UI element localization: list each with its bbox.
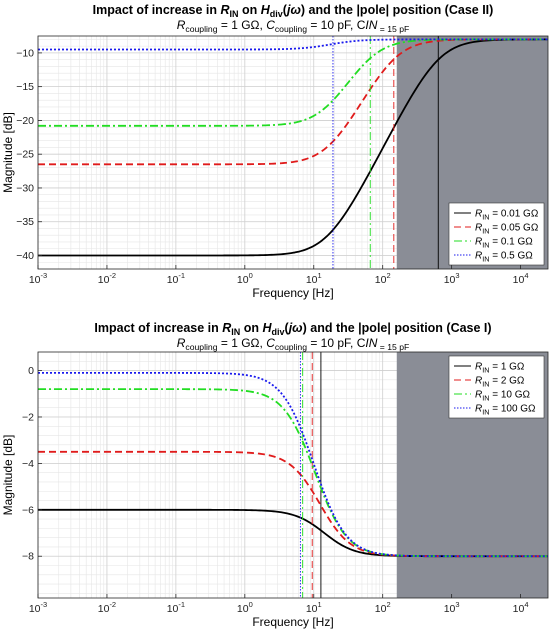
x-axis-label: Frequency [Hz] bbox=[252, 286, 333, 300]
x-tick-label: 10-1 bbox=[167, 271, 185, 286]
y-tick-label: −6 bbox=[22, 504, 34, 516]
y-tick-label: −20 bbox=[16, 115, 34, 127]
legend-label-4: RIN = 0.5 GΩ bbox=[475, 251, 533, 264]
x-tick-label: 10-1 bbox=[167, 600, 185, 615]
x-tick-label: 102 bbox=[375, 600, 391, 615]
y-tick-label: −30 bbox=[16, 182, 34, 194]
x-tick-label: 103 bbox=[444, 271, 460, 286]
chart-title: Impact of increase in RIN on Hdiv(jω) an… bbox=[93, 3, 494, 19]
x-axis-label: Frequency [Hz] bbox=[252, 615, 333, 629]
y-tick-label: −15 bbox=[16, 81, 34, 93]
x-tick-label: 10-3 bbox=[29, 271, 47, 286]
chart-title: Impact of increase in RIN on Hdiv(jω) an… bbox=[94, 321, 491, 337]
y-axis-label: Magnitude [dB] bbox=[1, 112, 15, 193]
x-tick-label: 104 bbox=[513, 271, 529, 286]
legend-label-2: RIN = 2 GΩ bbox=[475, 376, 525, 389]
x-tick-label: 100 bbox=[237, 600, 253, 615]
series-line-4 bbox=[38, 371, 548, 558]
series-line-2 bbox=[38, 450, 548, 558]
y-tick-label: −25 bbox=[16, 149, 34, 161]
series-line-1 bbox=[38, 38, 548, 257]
y-tick-label: −40 bbox=[16, 250, 34, 262]
chart-panel-2: Impact of increase in RIN on Hdiv(jω) an… bbox=[1, 321, 549, 629]
x-tick-label: 101 bbox=[306, 600, 322, 615]
chart-subtitle: Rcoupling = 1 GΩ, Ccoupling = 10 pF, CIN… bbox=[177, 18, 410, 34]
legend-label-4: RIN = 100 GΩ bbox=[475, 404, 536, 417]
axes-frame bbox=[37, 35, 549, 270]
x-tick-label: 102 bbox=[375, 271, 391, 286]
legend-label-3: RIN = 0.1 GΩ bbox=[475, 237, 533, 250]
y-tick-label: 0 bbox=[28, 365, 34, 377]
x-tick-label: 100 bbox=[237, 271, 253, 286]
y-tick-label: −10 bbox=[16, 47, 34, 59]
legend-label-3: RIN = 10 GΩ bbox=[475, 390, 530, 403]
series-line-4 bbox=[38, 38, 548, 51]
x-tick-label: 10-2 bbox=[98, 271, 116, 286]
y-tick-label: −35 bbox=[16, 216, 34, 228]
y-tick-label: −4 bbox=[22, 458, 34, 470]
legend-label-1: RIN = 1 GΩ bbox=[475, 362, 525, 375]
y-tick-label: −8 bbox=[22, 551, 34, 563]
tick-labels: 10-3 10-2 10-1 100 101 102 103 104 0 −2 −4 −6 −8 bbox=[22, 365, 528, 615]
x-tick-label: 104 bbox=[513, 600, 529, 615]
y-tick-label: −2 bbox=[22, 411, 34, 423]
legend-label-2: RIN = 0.05 GΩ bbox=[475, 223, 539, 236]
x-tick-label: 101 bbox=[306, 271, 322, 286]
x-tick-label: 10-2 bbox=[98, 600, 116, 615]
chart-panel-1: Impact of increase in RIN on Hdiv(jω) an… bbox=[1, 3, 549, 300]
legend-label-1: RIN = 0.01 GΩ bbox=[475, 209, 539, 222]
axes-frame bbox=[37, 351, 549, 599]
x-tick-label: 10-3 bbox=[29, 600, 47, 615]
tick-labels: 10-3 10-2 10-1 100 101 102 103 104 −10 −15 −20 −25 −… bbox=[16, 47, 528, 286]
y-axis-label: Magnitude [dB] bbox=[1, 435, 15, 516]
chart-subtitle: Rcoupling = 1 GΩ, Ccoupling = 10 pF, CIN… bbox=[177, 336, 410, 352]
x-tick-label: 103 bbox=[444, 600, 460, 615]
